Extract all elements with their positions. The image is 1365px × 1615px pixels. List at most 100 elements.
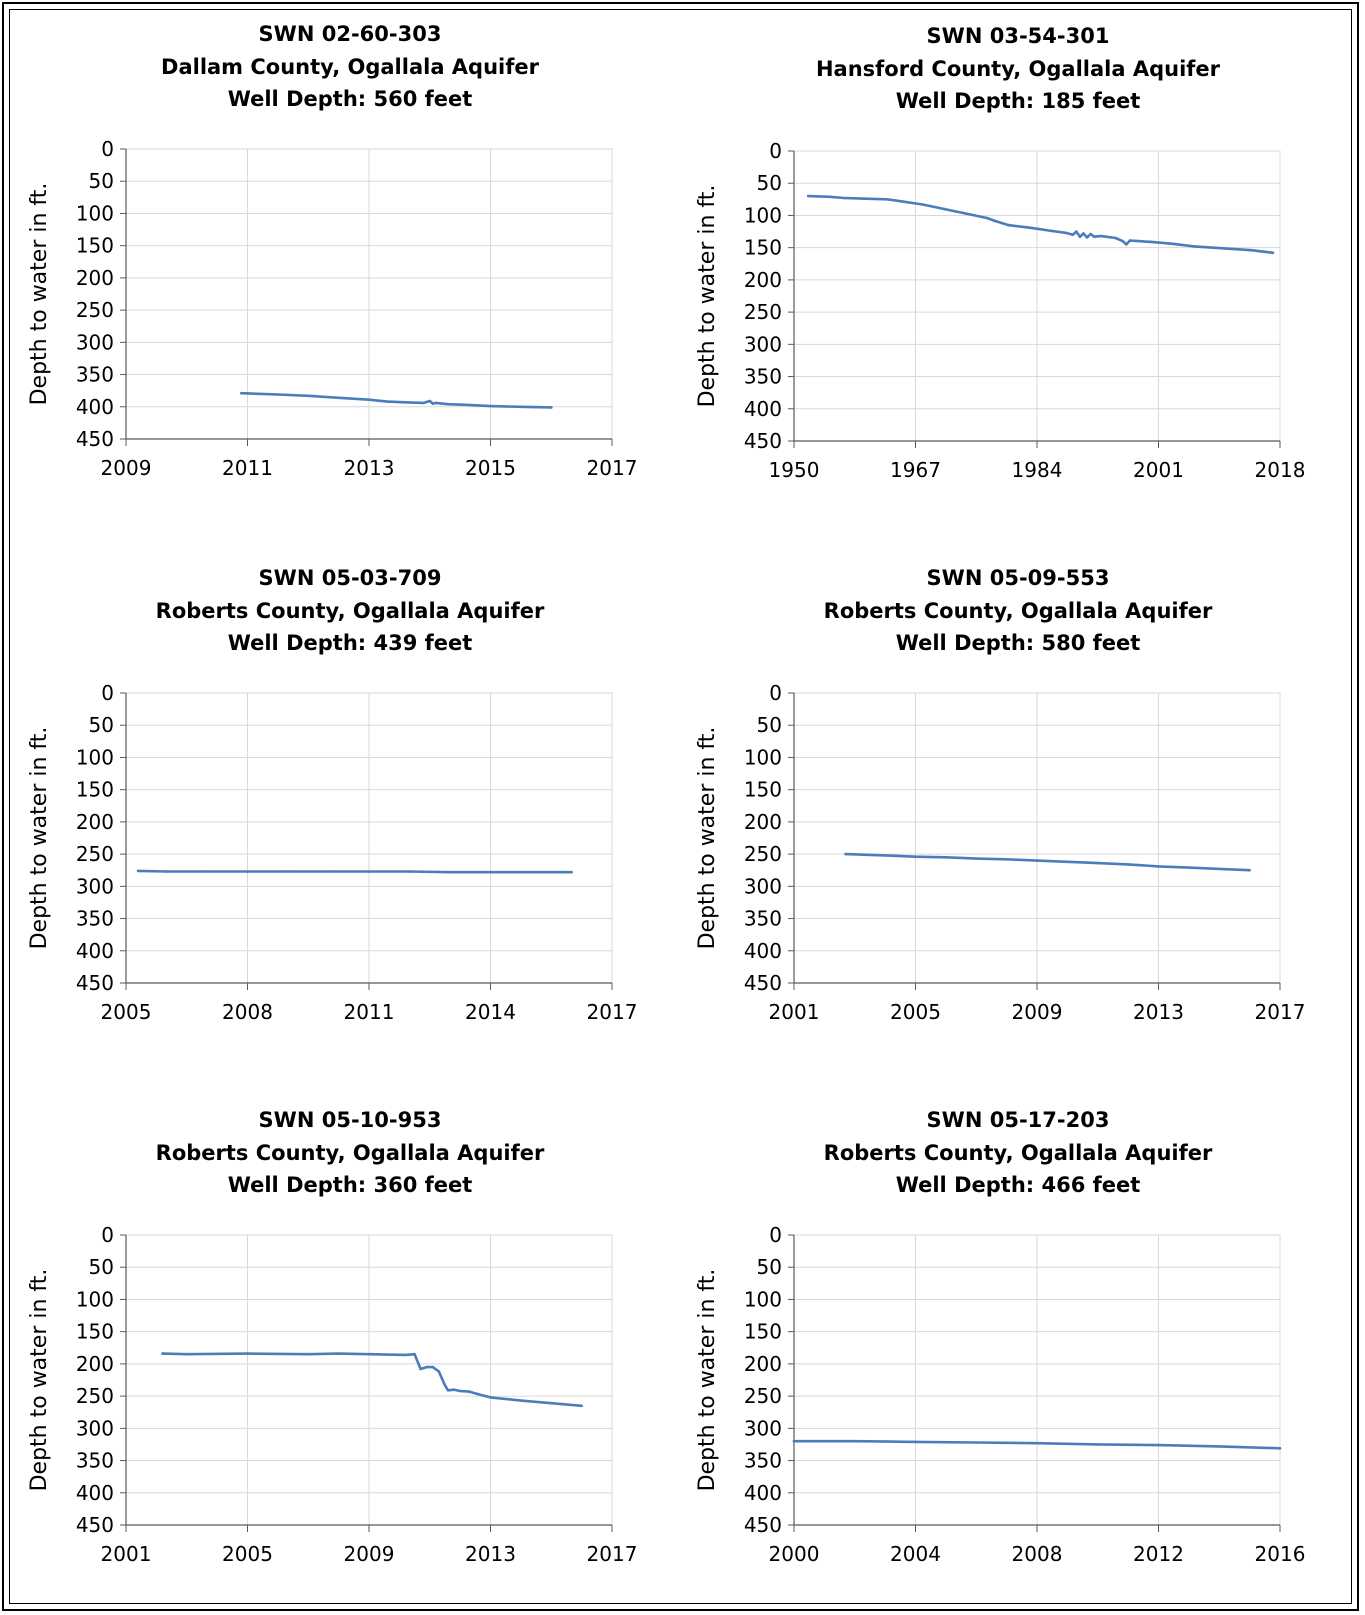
chart-panel-swn-05-09-553: SWN 05-09-553 Roberts County, Ogallala A…	[688, 562, 1348, 1062]
y-tick-label: 350	[76, 363, 114, 387]
x-tick-label: 2008	[222, 1000, 273, 1024]
series-line-0	[844, 852, 1251, 872]
data-point	[1218, 1445, 1221, 1448]
chart-subtitle: Roberts County, Ogallala Aquifer	[155, 1140, 545, 1165]
y-axis-label: Depth to water in ft.	[27, 183, 52, 406]
y-tick-label: 450	[744, 429, 782, 453]
data-point	[443, 1383, 447, 1387]
data-point	[899, 200, 903, 203]
chart-panel-swn-05-03-709: SWN 05-03-709 Roberts County, Ogallala A…	[20, 562, 680, 1062]
data-point	[1221, 247, 1225, 250]
chart-title: SWN 05-10-953	[258, 1108, 442, 1132]
chart-titles: SWN 05-10-953 Roberts County, Ogallala A…	[20, 1104, 680, 1202]
data-point	[1096, 861, 1100, 865]
data-point	[489, 1396, 492, 1399]
series-line-0	[136, 869, 573, 874]
x-tick-label: 2005	[890, 1000, 941, 1024]
data-point	[1128, 239, 1132, 242]
y-tick-label: 200	[744, 268, 782, 292]
data-point	[337, 1352, 340, 1355]
data-point	[1064, 231, 1067, 235]
data-point	[446, 1389, 450, 1392]
data-point	[286, 870, 290, 873]
data-point	[1248, 868, 1251, 872]
x-tick-label: 2008	[1012, 1542, 1063, 1566]
data-point	[1085, 236, 1089, 239]
data-point	[985, 216, 989, 220]
data-point	[437, 1370, 441, 1373]
y-tick-label: 150	[76, 234, 114, 258]
y-tick-label: 100	[76, 745, 114, 769]
data-point	[1150, 240, 1153, 244]
data-point	[1050, 229, 1053, 233]
data-point	[413, 1352, 416, 1356]
data-point	[1066, 860, 1069, 864]
chart-titles: SWN 05-03-709 Roberts County, Ogallala A…	[20, 562, 680, 660]
x-tick-label: 2005	[222, 1542, 273, 1566]
line-chart: 0 50 100 150 200 250 300 350 400 450 2005 2008 2011 2…	[27, 681, 637, 1024]
y-tick-label: 450	[76, 427, 114, 451]
y-tick-label: 50	[757, 171, 782, 195]
data-point	[1250, 248, 1253, 252]
data-point	[964, 212, 967, 215]
chart-well-depth: Well Depth: 360 feet	[227, 1173, 473, 1197]
y-tick-label: 150	[744, 236, 782, 260]
y-tick-label: 250	[744, 300, 782, 324]
data-point	[1218, 867, 1221, 871]
data-point	[550, 406, 553, 409]
data-point	[337, 396, 340, 400]
y-tick-label: 350	[744, 1449, 782, 1473]
chart-subtitle: Roberts County, Ogallala Aquifer	[823, 598, 1213, 623]
y-tick-label: 350	[76, 1449, 114, 1473]
data-point	[844, 852, 847, 856]
x-tick-label: 2005	[101, 1000, 152, 1024]
y-tick-label: 350	[76, 907, 114, 931]
y-tick-label: 300	[76, 1416, 114, 1440]
chart-title: SWN 05-03-709	[258, 566, 442, 590]
data-point	[367, 870, 371, 873]
data-point	[161, 1352, 164, 1355]
data-point	[489, 404, 492, 408]
data-point	[165, 870, 168, 873]
data-point	[1071, 233, 1074, 237]
chart-well-depth: Well Depth: 439 feet	[227, 631, 473, 655]
y-tick-label: 200	[744, 1352, 782, 1376]
y-tick-label: 250	[76, 842, 114, 866]
data-point	[1121, 239, 1125, 243]
data-point	[883, 854, 887, 857]
data-point	[385, 400, 389, 403]
chart-titles: SWN 05-09-553 Roberts County, Ogallala A…	[688, 562, 1348, 660]
chart-panel-swn-05-17-203: SWN 05-17-203 Roberts County, Ogallala A…	[688, 1104, 1348, 1604]
data-point	[367, 1352, 371, 1356]
data-point	[519, 1399, 523, 1402]
line-chart: 0 50 100 150 200 250 300 350 400 450 2001 2005 2009 2…	[27, 1223, 638, 1566]
chart-panel-swn-02-60-303: SWN 02-60-303 Dallam County, Ogallala Aq…	[20, 18, 680, 518]
data-point	[828, 195, 831, 199]
x-tick-label: 1984	[1012, 458, 1063, 482]
x-tick-label: 2001	[101, 1542, 152, 1566]
data-point	[1171, 242, 1175, 246]
chart-titles: SWN 05-17-203 Roberts County, Ogallala A…	[688, 1104, 1348, 1202]
x-tick-label: 2013	[465, 1542, 516, 1566]
x-tick-label: 2013	[344, 456, 395, 480]
data-point	[580, 1404, 583, 1408]
y-tick-label: 50	[757, 1255, 782, 1279]
data-point	[1035, 859, 1039, 862]
data-point	[1089, 232, 1092, 236]
x-tick-label: 2017	[587, 1542, 638, 1566]
series-line-0	[807, 194, 1275, 255]
y-tick-label: 350	[744, 907, 782, 931]
data-point	[975, 857, 978, 860]
y-axis-label: Depth to water in ft.	[27, 1269, 52, 1492]
y-tick-label: 450	[744, 1513, 782, 1537]
x-tick-label: 2009	[101, 456, 152, 480]
data-point	[307, 1352, 310, 1356]
data-point	[1157, 1443, 1160, 1447]
data-point	[1082, 232, 1085, 235]
y-tick-label: 150	[76, 1320, 114, 1344]
data-point	[885, 198, 889, 201]
y-tick-label: 100	[744, 745, 782, 769]
data-point	[458, 1389, 462, 1393]
inner-frame	[9, 9, 1352, 1604]
data-point	[550, 1401, 553, 1405]
